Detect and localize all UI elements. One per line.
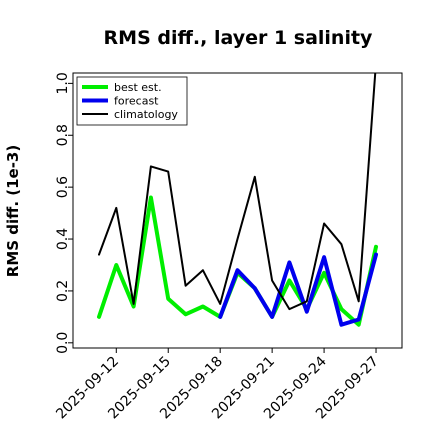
y-axis: 0.0 0.2 0.4 0.6 0.8 1.0 <box>55 72 73 354</box>
legend-label: forecast <box>114 95 159 108</box>
y-axis-label: RMS diff. (1e-3) <box>4 145 22 277</box>
y-tick-label: 0.6 <box>55 176 71 198</box>
legend-label: climatology <box>114 108 178 121</box>
legend-label: best est. <box>114 81 162 94</box>
y-tick-label: 0.0 <box>55 332 71 354</box>
y-tick-label: 0.4 <box>55 228 71 250</box>
plot-frame <box>72 72 403 349</box>
chart-title: RMS diff., layer 1 salinity <box>104 27 374 49</box>
x-axis: 2025-09-122025-09-152025-09-182025-09-21… <box>53 348 382 422</box>
y-tick-label: 0.8 <box>55 124 71 146</box>
series-line-forecast <box>218 252 378 327</box>
y-tick-label: 0.2 <box>55 280 71 302</box>
series-layer <box>97 73 378 327</box>
series-line-climatology <box>98 73 377 311</box>
y-tick-label: 1.0 <box>55 72 71 94</box>
